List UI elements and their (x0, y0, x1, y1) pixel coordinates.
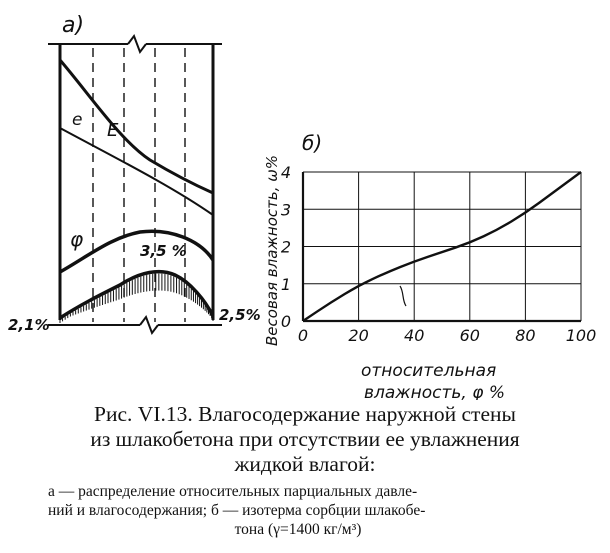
legend-line-1: а — распределение относительных парциаль… (48, 483, 418, 500)
left-edge-label: 2,1% (8, 316, 50, 334)
legend-line-2: ний и влагосодержания; б — изотерма сорб… (48, 502, 426, 519)
x-axis-label-line2: влажность, φ % (364, 383, 505, 400)
y-tick-label: 4 (281, 163, 291, 182)
curve-E (58, 59, 214, 195)
caption-line-3: жидкой влагой: (234, 452, 376, 476)
legend-line-3: тона (γ=1400 кг/м³) (234, 521, 362, 538)
y-tick-label: 0 (281, 312, 291, 331)
caption-line-2: из шлакобетона при отсутствии ее увлажне… (90, 427, 520, 451)
isotherm-line (302, 171, 582, 322)
y-tick-label: 1 (281, 275, 291, 294)
curve-label-e: e (72, 110, 82, 130)
panel-b-label: б) (302, 131, 322, 155)
figure-legend: а — распределение относительных парциаль… (48, 482, 588, 539)
x-tick-labels: 0 20 40 60 80 100 (298, 326, 596, 345)
stray-mark (399, 285, 407, 307)
caption-line-1: Рис. VI.13. Влагосодержание наружной сте… (94, 402, 516, 426)
chart-grid (301, 171, 582, 323)
curve-e (59, 127, 214, 216)
figure: а) e E φ 3,5 % 2,1% 2,5% (8, 13, 596, 400)
peak-moisture-label: 3,5 % (140, 242, 187, 260)
chart-series (302, 171, 582, 322)
curve-moisture-content (59, 269, 215, 320)
x-tick-label: 100 (566, 326, 597, 345)
curve-label-E: E (107, 120, 119, 141)
y-axis-label: Весовая влажность, ω% (263, 155, 281, 346)
x-tick-label: 0 (298, 326, 308, 345)
panel-a: а) e E φ 3,5 % 2,1% 2,5% (8, 13, 261, 336)
right-edge-label: 2,5% (219, 306, 261, 324)
x-tick-label: 40 (404, 326, 424, 345)
y-tick-labels: 0 1 2 3 4 (281, 163, 291, 331)
x-tick-label: 60 (460, 326, 480, 345)
moisture-hatching (59, 273, 214, 323)
figure-caption: Рис. VI.13. Влагосодержание наружной сте… (0, 402, 610, 477)
y-tick-label: 2 (281, 238, 291, 257)
x-tick-label: 20 (348, 326, 368, 345)
x-tick-label: 80 (515, 326, 535, 345)
break-mark-bottom (139, 314, 159, 336)
panel-b: б) 0 20 40 60 80 100 0 1 2 3 4 Весовая влажность,… (263, 131, 596, 400)
x-axis-label-line1: относительная (361, 361, 496, 381)
curve-phi (59, 229, 215, 274)
curve-label-phi: φ (70, 227, 83, 251)
panel-a-label: а) (62, 13, 84, 38)
break-mark-top (127, 33, 147, 55)
layer-dashed-lines (92, 48, 186, 322)
y-tick-label: 3 (281, 200, 291, 219)
